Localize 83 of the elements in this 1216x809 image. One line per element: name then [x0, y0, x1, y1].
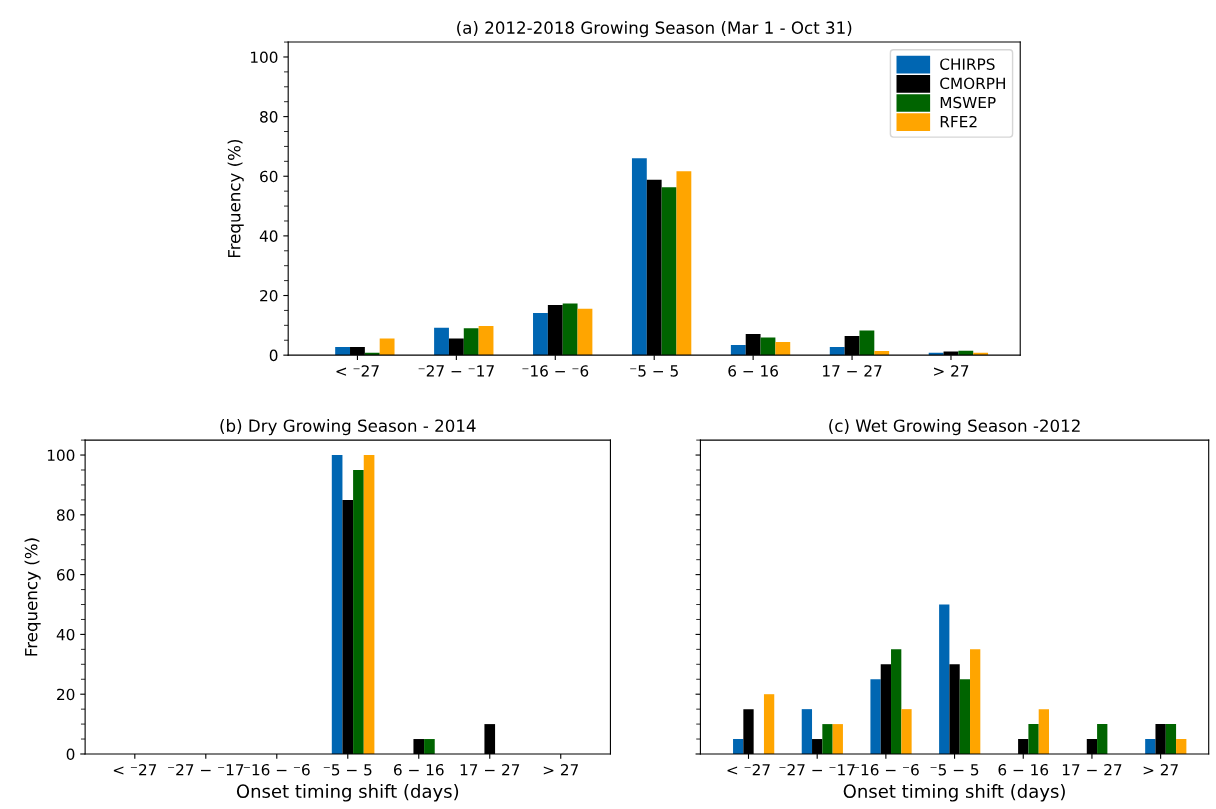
x-tick-label: ⁻27 − ⁻17 [779, 763, 855, 776]
y-tick-label: 60 [260, 170, 278, 183]
bar [901, 709, 912, 754]
x-tick-label: < ⁻27 [113, 763, 157, 776]
bar [533, 313, 548, 356]
x-tick-label: > 27 [1143, 763, 1178, 776]
bar [958, 350, 974, 356]
y-tick-label: 40 [56, 628, 75, 641]
bar [891, 649, 902, 754]
bar [363, 455, 375, 754]
y-tick-label: 0 [269, 349, 278, 362]
bar [730, 345, 746, 356]
y-axis-title: Frequency (%) [227, 139, 244, 258]
x-tick-label: 6 − 16 [393, 763, 444, 776]
x-tick-label: ⁻27 − ⁻17 [418, 365, 494, 377]
bar [676, 171, 692, 356]
bar [1145, 739, 1156, 754]
chart-title: (b) Dry Growing Season - 2014 [220, 419, 476, 436]
x-tick-label: 6 − 16 [728, 365, 779, 377]
bar [939, 604, 950, 754]
x-axis-title: Onset timing shift (days) [236, 784, 459, 802]
legend-label: RFE2 [940, 115, 977, 128]
x-tick-label: ⁻27 − ⁻17 [168, 763, 244, 776]
x-tick-label: 6 − 16 [998, 763, 1049, 776]
bar [463, 328, 479, 356]
bar [424, 739, 435, 754]
bar [733, 739, 744, 754]
x-tick-label: 17 − 27 [823, 365, 882, 377]
y-tick-label: 80 [56, 509, 75, 521]
chart-title: (a) 2012-2018 Growing Season (Mar 1 - Oct 31) [457, 21, 852, 38]
bar [661, 187, 677, 356]
bar [577, 308, 593, 356]
x-tick-label: < ⁻27 [336, 365, 379, 377]
y-tick-label: 0 [66, 748, 75, 761]
bar [775, 342, 791, 356]
y-tick-label: 100 [250, 51, 278, 63]
bar [331, 455, 343, 754]
y-tick-label: 100 [47, 449, 75, 462]
bar [874, 350, 890, 356]
x-tick-label: ⁻16 − ⁻6 [522, 365, 589, 377]
bar [859, 330, 875, 356]
bar [353, 469, 364, 754]
bar [379, 338, 395, 356]
y-axis-title: Frequency (%) [24, 538, 41, 656]
bar [970, 649, 981, 754]
x-tick-label: ⁻5 − 5 [930, 764, 979, 776]
x-tick-label: ⁻16 − ⁻6 [243, 763, 310, 776]
bar [1028, 724, 1039, 754]
bar [829, 347, 845, 356]
x-axis-title: Onset timing shift (days) [843, 784, 1065, 802]
bar [959, 679, 971, 754]
y-tick-label: 40 [259, 230, 278, 242]
bar [760, 337, 776, 356]
x-tick-label: < ⁻27 [727, 763, 770, 776]
bar [801, 709, 813, 754]
bar [822, 724, 833, 754]
x-tick-label: ⁻16 − ⁻6 [852, 763, 919, 776]
bar [763, 694, 775, 754]
bar [832, 724, 843, 754]
x-tick-label: ⁻5 − 5 [323, 764, 372, 776]
legend-label: CMORPH [940, 77, 1005, 90]
bar [562, 303, 578, 356]
bar [1165, 724, 1177, 754]
y-tick-label: 80 [260, 111, 278, 123]
bar [1038, 709, 1050, 754]
y-tick-label: 20 [260, 289, 278, 302]
bar [1176, 739, 1187, 754]
legend-label: CHIRPS [940, 58, 995, 70]
y-tick-label: 20 [57, 688, 75, 701]
legend-label: MSWEP [940, 96, 996, 109]
x-tick-label: > 27 [543, 763, 578, 776]
bar [870, 679, 881, 754]
bar [631, 158, 647, 356]
bar [478, 325, 494, 356]
x-tick-label: 17 − 27 [1062, 763, 1122, 776]
x-tick-label: ⁻5 − 5 [630, 365, 678, 377]
x-tick-label: 17 − 27 [460, 763, 520, 776]
chart-title: (c) Wet Growing Season -2012 [829, 419, 1080, 436]
x-tick-label: > 27 [934, 365, 969, 377]
bar [434, 327, 449, 356]
y-tick-label: 60 [57, 569, 75, 581]
bar [335, 347, 351, 356]
bar [1097, 724, 1108, 754]
